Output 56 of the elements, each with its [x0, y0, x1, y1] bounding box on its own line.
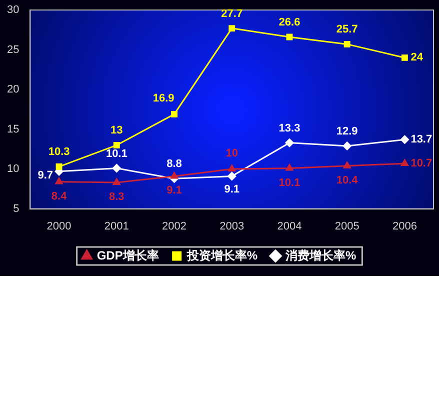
point: [285, 138, 294, 148]
x-tick-label: 2002: [162, 220, 186, 232]
data-label: 9.1: [166, 184, 182, 197]
y-tick-label: 10: [6, 163, 20, 176]
point: [171, 110, 178, 118]
x-tick-label: 2006: [392, 220, 417, 232]
point: [112, 164, 121, 172]
y-tick-label: 5: [13, 202, 20, 215]
legend-label: 投资增长率%: [186, 248, 258, 262]
data-label: 27.7: [221, 8, 243, 20]
point: [286, 34, 293, 40]
x-tick-label: 2004: [277, 220, 302, 232]
data-label: 10: [226, 148, 238, 160]
point: [228, 172, 236, 180]
data-label: 13: [110, 124, 123, 137]
data-label: 26.6: [278, 16, 300, 29]
y-tick-label: 25: [6, 44, 20, 56]
point: [342, 142, 352, 150]
data-label: 10.4: [336, 174, 359, 186]
y-tick-label: 15: [6, 123, 20, 136]
data-label: 25.7: [336, 24, 358, 36]
data-label: 24: [410, 52, 424, 64]
data-label: 16.9: [152, 92, 174, 105]
data-label: 8.3: [109, 191, 124, 204]
legend-label: GDP增长率: [96, 248, 159, 262]
data-label: 9.7: [38, 169, 54, 182]
data-label: 8.4: [51, 190, 68, 202]
point: [56, 163, 62, 170]
data-label: 10.1: [106, 148, 128, 160]
data-label: 13.3: [278, 122, 300, 134]
data-label: 10.3: [48, 146, 70, 158]
data-label: 13.7: [410, 134, 432, 146]
legend-label: 消费增长率%: [284, 248, 356, 262]
point: [400, 159, 408, 166]
y-tick-label: 20: [6, 84, 20, 96]
data-label: 9.1: [224, 184, 240, 196]
point: [343, 162, 351, 168]
point: [228, 164, 236, 172]
point: [112, 178, 120, 186]
y-tick-label: 30: [6, 4, 20, 16]
point: [401, 54, 408, 61]
point: [228, 25, 236, 32]
x-tick-label: 2005: [334, 220, 360, 232]
x-tick-label: 2001: [104, 220, 129, 232]
data-label: 10.1: [278, 176, 300, 189]
data-label: 12.9: [336, 126, 358, 138]
point: [400, 135, 409, 144]
point: [170, 172, 178, 179]
x-tick-label: 2000: [46, 220, 72, 232]
data-label: 8.8: [166, 158, 182, 170]
x-tick-label: 2003: [220, 220, 244, 232]
point: [55, 178, 63, 184]
point: [344, 40, 350, 48]
point: [113, 142, 120, 148]
data-label: 10.7: [410, 158, 432, 170]
point: [286, 164, 294, 171]
